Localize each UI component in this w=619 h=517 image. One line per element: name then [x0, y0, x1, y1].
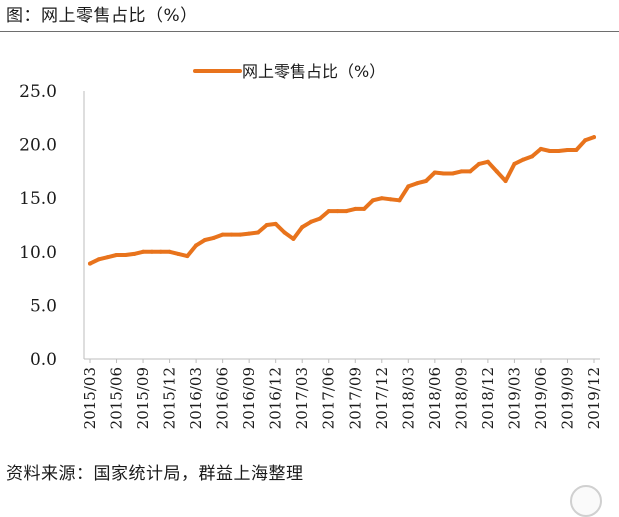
y-tick-label: 20.0 — [19, 136, 57, 156]
x-tick-label: 2015/03 — [81, 367, 99, 429]
x-axis: 2015/03 2015/06 2015/09 2015/12 2016/03 2016/… — [81, 359, 603, 429]
data-point — [194, 243, 199, 248]
data-point — [335, 209, 340, 214]
data-point — [344, 209, 349, 214]
data-point — [229, 232, 234, 237]
data-point — [556, 149, 561, 154]
corner-badge — [570, 485, 602, 517]
data-point — [326, 209, 331, 214]
x-tick-label: 2019/06 — [532, 367, 550, 429]
x-tick-label: 2015/09 — [134, 367, 152, 429]
data-point — [211, 235, 216, 240]
data-point — [114, 253, 119, 258]
series-layer — [88, 135, 596, 266]
y-axis: 0.0 5.0 10.0 15.0 20.0 25.0 — [19, 82, 57, 370]
data-point — [450, 171, 455, 176]
data-point — [300, 225, 305, 230]
data-point — [530, 154, 535, 159]
x-tick-label: 2016/03 — [187, 367, 205, 429]
data-point — [88, 261, 92, 266]
x-tick-label: 2018/09 — [452, 367, 470, 429]
x-tick-label: 2016/06 — [214, 367, 232, 429]
data-point — [256, 230, 260, 235]
data-point — [424, 179, 428, 184]
data-point — [282, 230, 287, 235]
data-point — [220, 232, 225, 237]
data-point — [485, 159, 490, 164]
y-tick-label: 10.0 — [19, 243, 57, 263]
data-point — [574, 147, 579, 152]
data-point — [477, 161, 482, 166]
data-point — [353, 206, 358, 211]
figure-title: 图：网上零售占比（%） — [6, 6, 198, 26]
x-tick-label: 2015/12 — [161, 367, 179, 429]
x-tick-label: 2017/09 — [346, 367, 364, 429]
title-divider — [0, 31, 619, 32]
x-tick-label: 2019/09 — [558, 367, 576, 429]
x-tick-label: 2019/03 — [505, 367, 523, 429]
y-tick-label: 25.0 — [19, 82, 57, 102]
x-tick-label: 2018/06 — [426, 367, 444, 429]
y-tick-label: 5.0 — [30, 296, 57, 316]
data-point — [149, 249, 154, 254]
data-point — [273, 221, 278, 226]
data-point — [264, 223, 269, 227]
x-tick-label: 2016/09 — [240, 367, 258, 429]
data-point — [158, 249, 163, 254]
data-point — [503, 179, 508, 184]
x-tick-label: 2017/06 — [320, 367, 338, 429]
data-point — [592, 135, 596, 140]
x-tick-label: 2018/03 — [399, 367, 417, 429]
x-tick-label: 2017/03 — [293, 367, 311, 429]
data-point — [105, 255, 110, 260]
axes — [83, 91, 600, 360]
line-chart: 网上零售占比（%） 0.0 5.0 10.0 15.0 20.0 25.0 2015/03… — [19, 62, 603, 429]
data-point — [432, 170, 437, 175]
data-point — [388, 197, 393, 202]
data-point — [123, 253, 128, 258]
data-point — [317, 216, 322, 221]
data-point — [565, 147, 570, 152]
data-point — [379, 196, 384, 201]
data-point — [291, 236, 296, 241]
data-point — [141, 249, 146, 254]
series-line — [88, 135, 596, 266]
data-point — [397, 198, 402, 203]
data-point — [309, 219, 314, 224]
data-point — [583, 138, 588, 143]
data-point — [441, 171, 446, 176]
data-point — [547, 149, 552, 154]
data-point — [415, 181, 420, 186]
x-tick-label: 2015/06 — [108, 367, 126, 429]
x-tick-label: 2016/12 — [267, 367, 285, 429]
data-point — [132, 251, 137, 256]
x-tick-label: 2017/12 — [373, 367, 391, 429]
x-tick-label: 2018/12 — [479, 367, 497, 429]
legend: 网上零售占比（%） — [193, 62, 385, 81]
data-point — [238, 232, 243, 237]
x-tick-label: 2019/12 — [585, 367, 603, 429]
data-point — [96, 257, 101, 262]
data-point — [538, 146, 543, 151]
data-point — [521, 157, 526, 162]
data-point — [247, 231, 252, 236]
data-point — [459, 169, 464, 174]
data-point — [512, 161, 517, 166]
data-point — [167, 249, 172, 254]
y-tick-label: 0.0 — [30, 350, 57, 370]
data-point — [494, 169, 499, 174]
data-point — [468, 169, 473, 174]
data-point — [176, 251, 181, 256]
data-point — [202, 238, 207, 243]
y-tick-label: 15.0 — [19, 189, 57, 209]
source-note: 资料来源：国家统计局，群益上海整理 — [6, 464, 304, 484]
data-point — [362, 206, 367, 211]
data-point — [185, 254, 190, 259]
data-point — [370, 198, 375, 203]
legend-label: 网上零售占比（%） — [242, 62, 385, 81]
data-point — [406, 184, 411, 189]
